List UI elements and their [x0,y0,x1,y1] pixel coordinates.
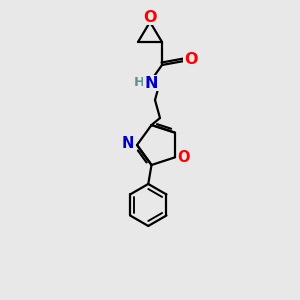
Text: N: N [144,76,158,91]
Text: O: O [184,52,198,68]
Text: N: N [122,136,134,151]
Text: O: O [178,150,190,165]
Text: O: O [143,10,157,25]
Text: H: H [134,76,145,89]
